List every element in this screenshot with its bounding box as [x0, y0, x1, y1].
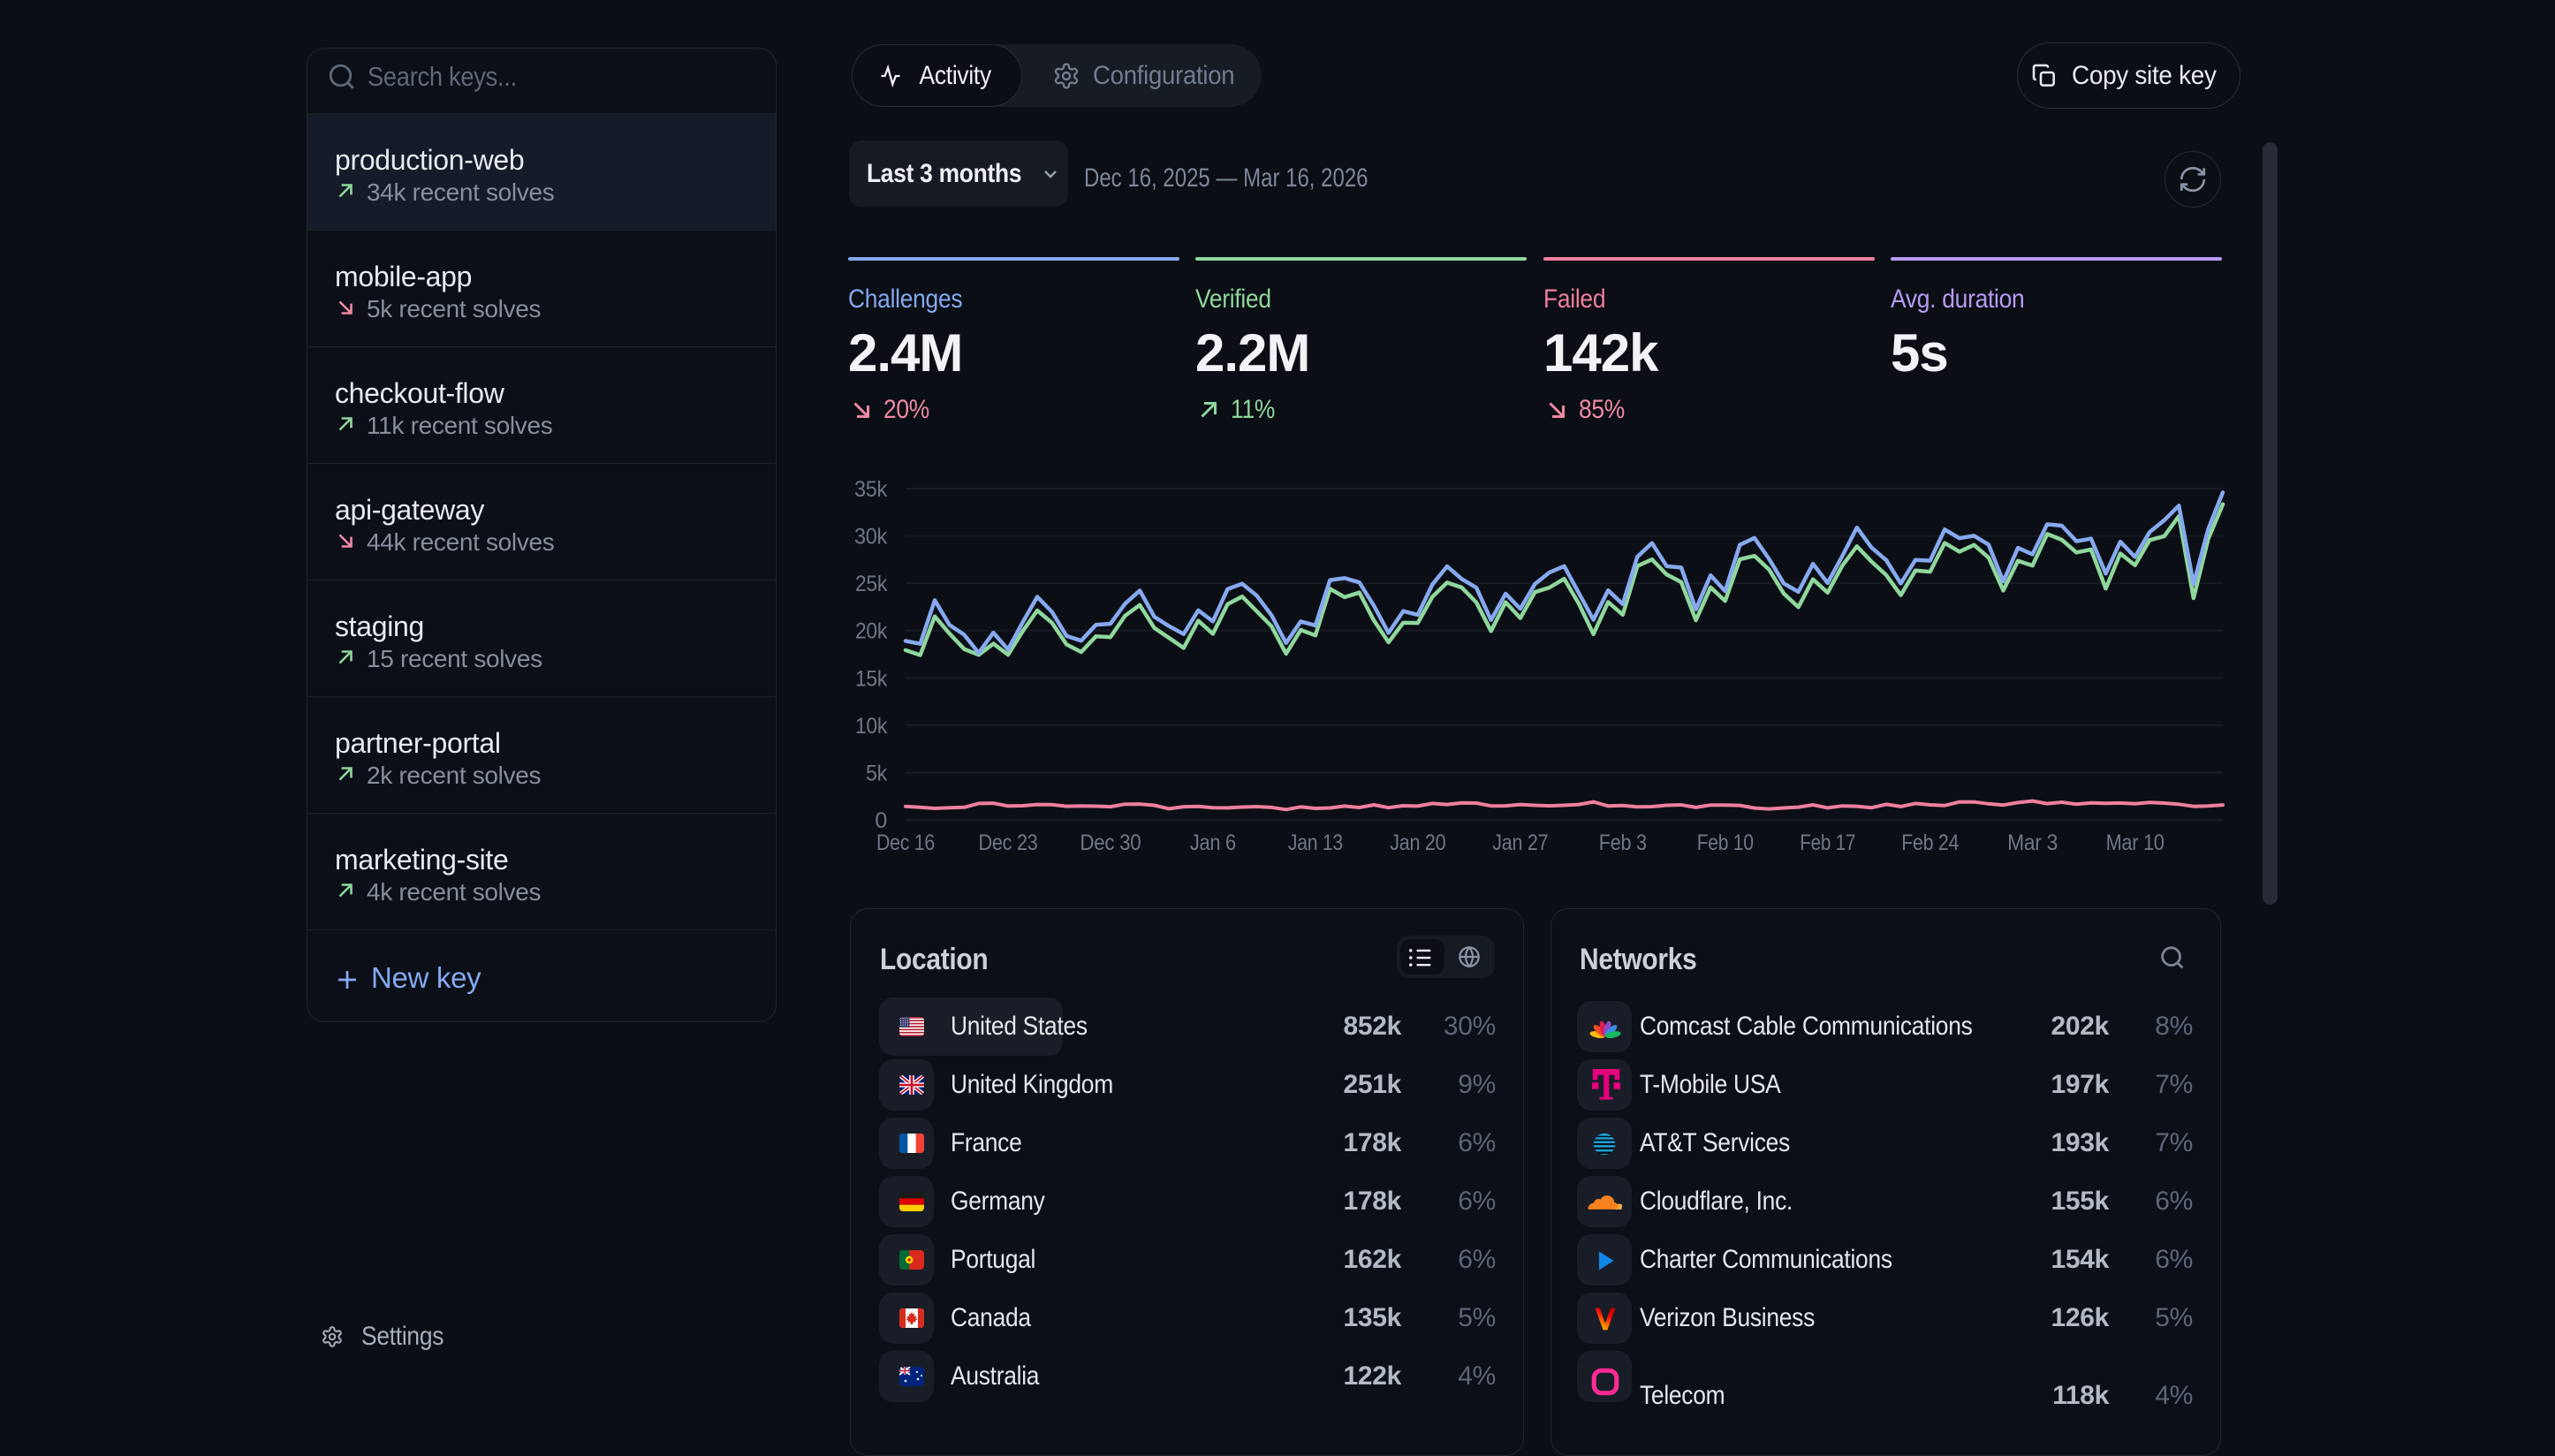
svg-text:Mar 10: Mar 10: [2106, 830, 2165, 855]
svg-text:Jan 13: Jan 13: [1288, 830, 1343, 855]
svg-text:Dec 16: Dec 16: [876, 830, 935, 855]
svg-text:15k: 15k: [855, 666, 888, 691]
svg-text:Jan 20: Jan 20: [1390, 830, 1445, 855]
svg-text:20k: 20k: [855, 619, 888, 644]
svg-text:Mar 3: Mar 3: [2007, 830, 2058, 855]
svg-text:Feb 24: Feb 24: [1901, 830, 1959, 855]
svg-text:Dec 23: Dec 23: [979, 830, 1038, 855]
svg-text:10k: 10k: [855, 714, 888, 739]
svg-text:Feb 3: Feb 3: [1599, 830, 1647, 855]
svg-text:Jan 27: Jan 27: [1492, 830, 1548, 855]
svg-text:0: 0: [875, 808, 887, 833]
svg-text:Jan 6: Jan 6: [1190, 830, 1236, 855]
svg-text:5k: 5k: [866, 761, 888, 785]
svg-text:Feb 10: Feb 10: [1697, 830, 1754, 855]
svg-text:Feb 17: Feb 17: [1800, 830, 1855, 855]
svg-text:35k: 35k: [854, 477, 888, 502]
svg-text:Dec 30: Dec 30: [1080, 830, 1141, 855]
svg-text:25k: 25k: [855, 572, 888, 596]
svg-text:30k: 30k: [854, 525, 888, 550]
